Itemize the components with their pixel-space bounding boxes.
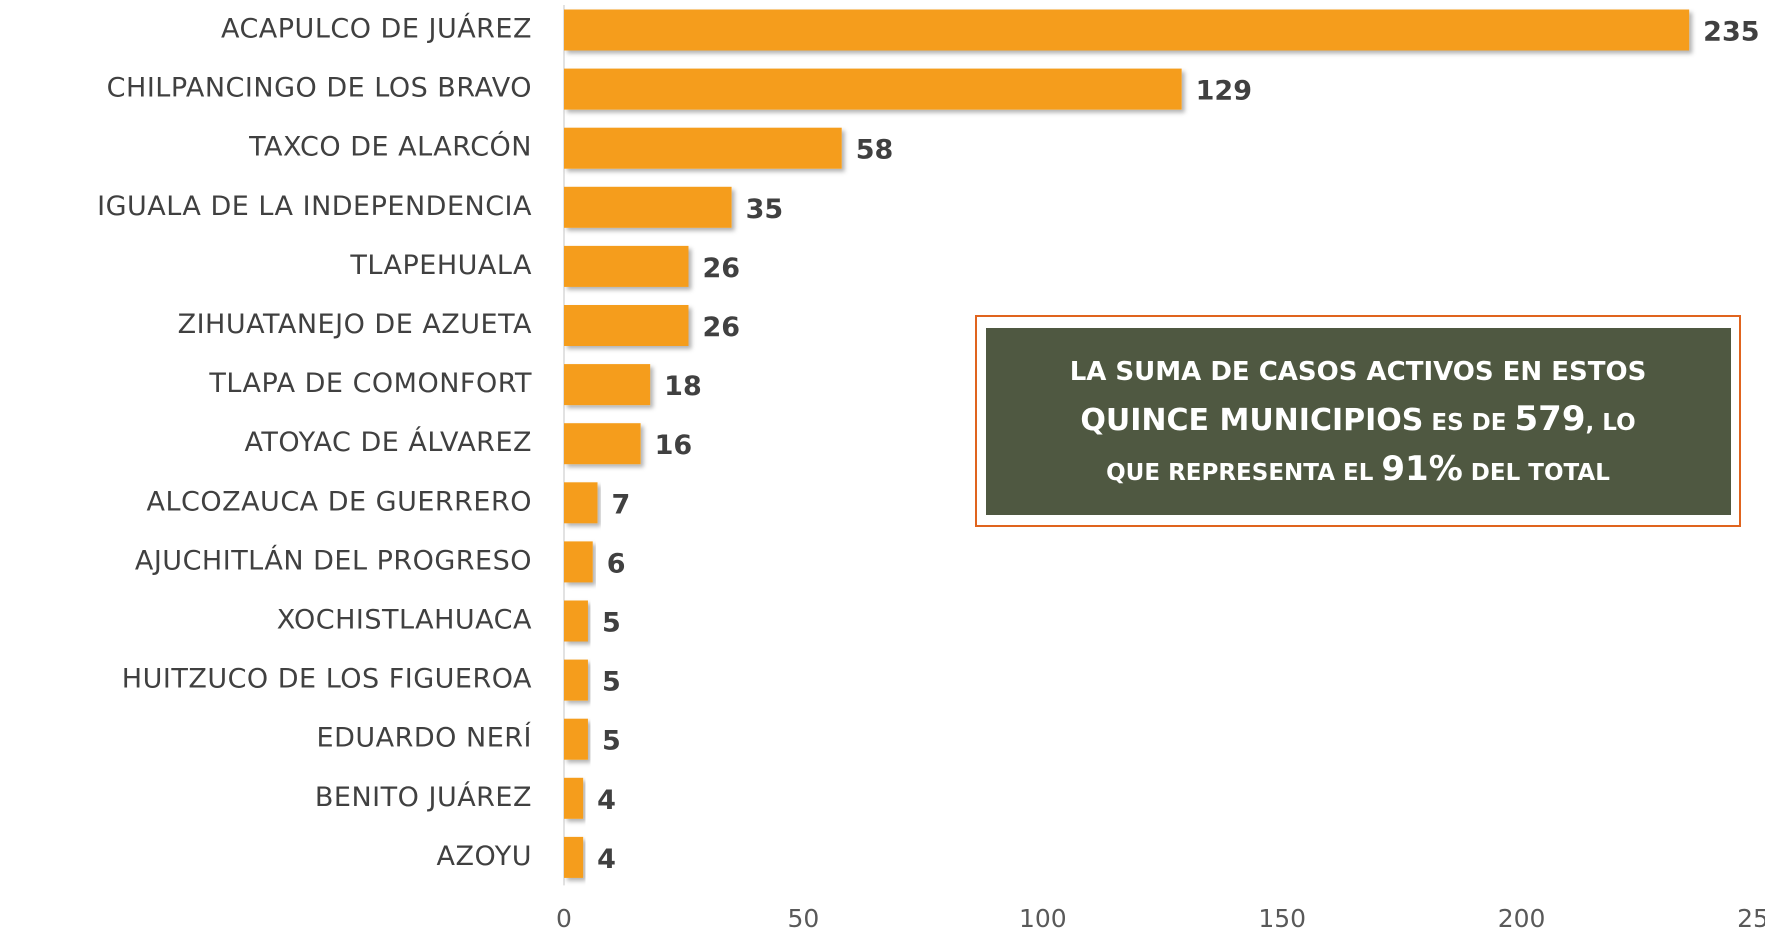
callout-text: QUINCE MUNICIPIOS bbox=[1080, 403, 1423, 438]
y-tick-label: ZIHUATANEJO DE AZUETA bbox=[178, 309, 532, 340]
value-label: 16 bbox=[655, 430, 693, 461]
callout-line: QUINCE MUNICIPIOS ES DE 579, LO bbox=[1080, 399, 1635, 439]
value-label: 235 bbox=[1703, 17, 1759, 48]
y-tick-label: IGUALA DE LA INDEPENDENCIA bbox=[97, 191, 532, 222]
value-label: 35 bbox=[746, 194, 784, 225]
callout-number: 579 bbox=[1515, 399, 1586, 439]
y-tick-label: ATOYAC DE ÁLVAREZ bbox=[245, 426, 532, 458]
y-tick-label: CHILPANCINGO DE LOS BRAVO bbox=[107, 73, 532, 104]
value-label: 4 bbox=[597, 785, 616, 816]
bar bbox=[564, 68, 1182, 110]
value-label: 26 bbox=[702, 253, 740, 284]
value-label: 5 bbox=[602, 608, 621, 639]
value-label: 7 bbox=[612, 489, 631, 520]
x-tick-label: 0 bbox=[556, 904, 572, 931]
y-tick-label: AJUCHITLÁN DEL PROGRESO bbox=[135, 544, 532, 576]
x-tick-label: 100 bbox=[1019, 904, 1067, 931]
value-label: 58 bbox=[856, 135, 894, 166]
callout-line: LA SUMA DE CASOS ACTIVOS EN ESTOS bbox=[1070, 357, 1647, 387]
bar bbox=[564, 186, 732, 228]
bar bbox=[564, 245, 689, 287]
y-tick-label: BENITO JUÁREZ bbox=[315, 781, 532, 813]
bar bbox=[564, 482, 598, 524]
y-tick-label: TAXCO DE ALARCÓN bbox=[248, 131, 532, 163]
y-tick-label: ACAPULCO DE JUÁREZ bbox=[221, 13, 532, 45]
bar bbox=[564, 127, 842, 169]
callout-text: DEL TOTAL bbox=[1463, 460, 1610, 486]
y-tick-label: AZOYU bbox=[437, 841, 533, 872]
bar bbox=[564, 364, 651, 406]
callout-text: QUE REPRESENTA EL bbox=[1106, 460, 1381, 486]
bar bbox=[564, 305, 689, 346]
callout-text: LA SUMA DE CASOS ACTIVOS EN ESTOS bbox=[1070, 357, 1647, 387]
value-label: 4 bbox=[597, 844, 616, 875]
value-label: 129 bbox=[1196, 76, 1252, 107]
bar bbox=[564, 836, 584, 878]
callout-box bbox=[986, 328, 1731, 515]
callout-number: 91% bbox=[1381, 449, 1462, 489]
y-tick-label: TLAPEHUALA bbox=[349, 250, 532, 281]
callout-text: , LO bbox=[1585, 410, 1635, 436]
callout-line: QUE REPRESENTA EL 91% DEL TOTAL bbox=[1106, 449, 1610, 489]
bar bbox=[564, 423, 641, 465]
x-tick-label: 200 bbox=[1498, 904, 1546, 931]
value-label: 5 bbox=[602, 726, 621, 757]
value-label: 6 bbox=[607, 548, 626, 579]
x-tick-label: 50 bbox=[787, 904, 819, 931]
value-label: 5 bbox=[602, 667, 621, 698]
value-label: 18 bbox=[664, 371, 702, 402]
bar bbox=[564, 659, 588, 701]
y-tick-label: HUITZUCO DE LOS FIGUEROA bbox=[122, 664, 532, 695]
bar bbox=[564, 9, 1690, 51]
x-tick-label: 250 bbox=[1737, 904, 1765, 931]
y-tick-label: ALCOZAUCA DE GUERRERO bbox=[146, 486, 532, 517]
callout-text: ES DE bbox=[1423, 410, 1514, 436]
bar bbox=[564, 600, 588, 642]
bar bbox=[564, 718, 588, 760]
plot-area: 0 50 100 150 200 250 ACAPULCO DE JUÁREZ 235 CHIL… bbox=[97, 5, 1765, 931]
bar bbox=[564, 777, 584, 819]
x-tick-label: 150 bbox=[1258, 904, 1306, 931]
y-tick-label: TLAPA DE COMONFORT bbox=[208, 368, 532, 399]
y-tick-label: XOCHISTLAHUACA bbox=[277, 605, 532, 636]
y-tick-label: EDUARDO NERÍ bbox=[317, 722, 532, 754]
bar bbox=[564, 541, 593, 583]
value-label: 26 bbox=[702, 312, 740, 343]
callout-border bbox=[975, 315, 1741, 527]
